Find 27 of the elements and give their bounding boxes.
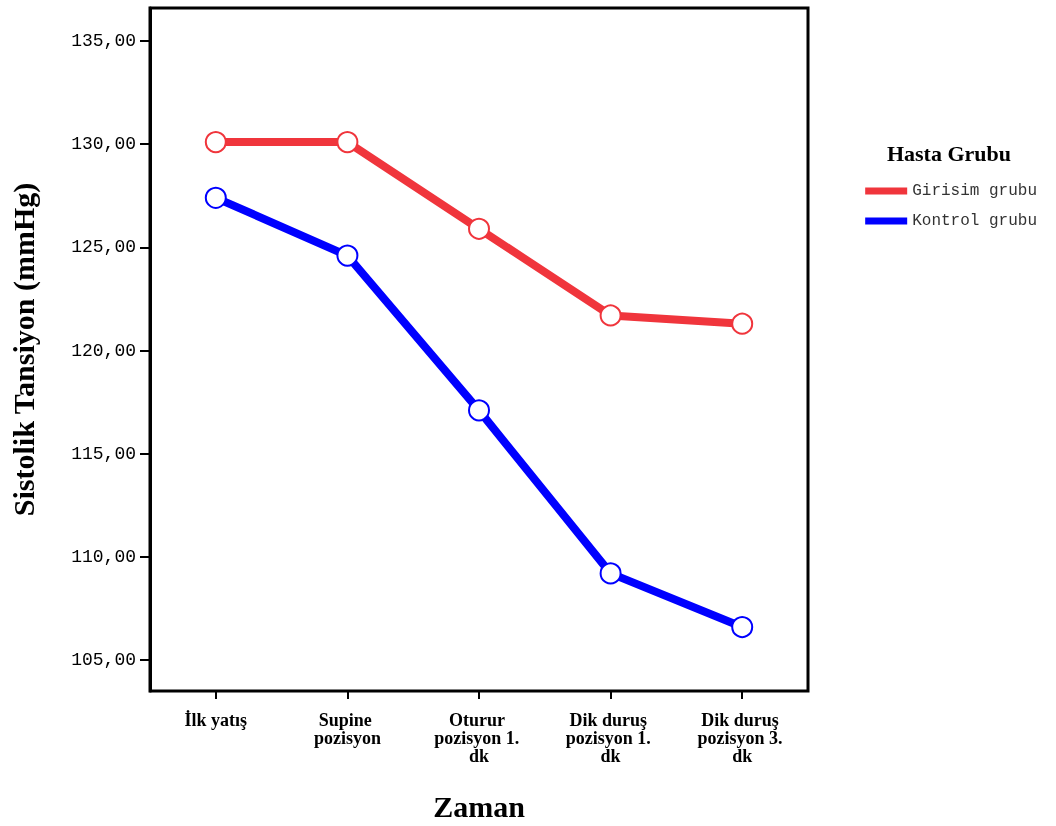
x-axis-title: Zaman <box>433 789 526 823</box>
point <box>468 399 490 422</box>
point <box>204 131 227 154</box>
y-tick-label: 110,00 <box>71 546 136 567</box>
point <box>336 131 359 154</box>
point <box>599 562 622 585</box>
point <box>336 244 359 267</box>
point <box>731 616 754 639</box>
x-tick-label: Dik duruş pozisyon 1. dk <box>565 710 656 766</box>
y-tick-label: 125,00 <box>71 237 136 258</box>
legend-label: Kontrol grubu <box>912 212 1038 230</box>
y-tick-label: 105,00 <box>71 650 136 671</box>
point <box>204 186 227 209</box>
y-tick-label: 120,00 <box>71 340 136 361</box>
legend-label: Girisim grubu <box>912 182 1038 200</box>
y-tick-label: 135,00 <box>71 31 136 52</box>
x-tick-label: İlk yatış <box>184 710 248 730</box>
y-axis-title: Sistolik Tansiyon (mmHg) <box>6 182 41 517</box>
point <box>599 304 622 327</box>
y-tick-label: 115,00 <box>71 443 136 464</box>
legend-title: Hasta Grubu <box>886 140 1012 166</box>
y-tick-label: 130,00 <box>71 134 136 155</box>
x-tick-label: Dik duruş pozisyon 3. dk <box>697 710 787 766</box>
x-tick-label: Supine pozisyon <box>313 710 381 748</box>
x-tick-label: Oturur pozisyon 1. dk <box>434 710 524 766</box>
point <box>731 312 754 335</box>
point <box>468 217 490 240</box>
